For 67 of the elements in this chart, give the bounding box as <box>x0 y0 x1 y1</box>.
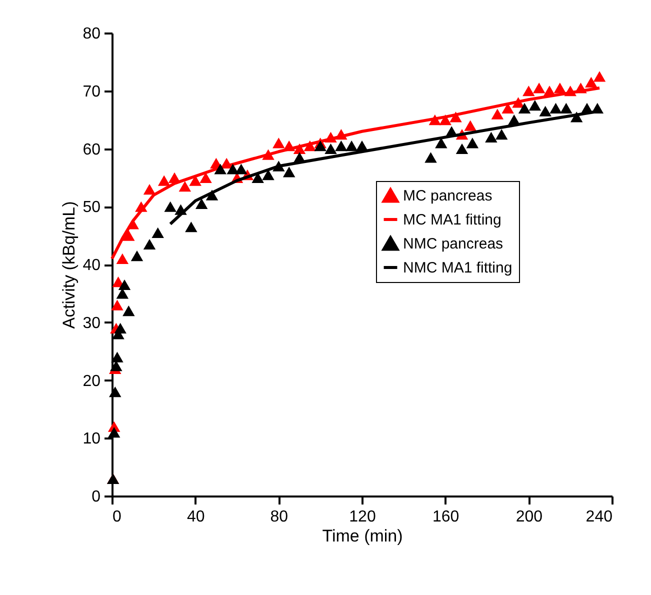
y-tick-label: 70 <box>82 83 101 100</box>
point <box>466 138 479 148</box>
point <box>122 305 135 316</box>
point <box>116 253 129 264</box>
point <box>130 250 144 262</box>
x-tick-label: 40 <box>186 508 205 526</box>
y-tick-label: 20 <box>82 372 101 390</box>
point <box>554 82 566 94</box>
point <box>528 100 542 111</box>
x-tick-label: 160 <box>432 508 460 526</box>
point <box>158 175 170 186</box>
point <box>282 166 296 178</box>
point <box>152 227 164 238</box>
point <box>550 102 562 114</box>
y-tick-label: 40 <box>82 257 101 274</box>
point <box>560 102 572 114</box>
y-tick-label: 10 <box>82 430 101 448</box>
point <box>114 322 126 334</box>
point <box>122 230 135 241</box>
point <box>593 71 606 82</box>
point <box>178 181 192 192</box>
point <box>143 238 156 250</box>
legend-label: MC pancreas <box>403 188 492 204</box>
x-tick-label: 200 <box>516 508 543 526</box>
point <box>108 427 120 438</box>
point <box>200 172 212 183</box>
point <box>532 82 546 94</box>
point <box>324 143 337 154</box>
x-tick-label: 240 <box>586 508 613 526</box>
point <box>464 120 476 131</box>
point <box>143 184 156 195</box>
x-tick-label: 0 <box>112 508 122 526</box>
y-tick-label: 50 <box>82 199 101 216</box>
legend-label: NMC pancreas <box>403 236 504 252</box>
point <box>109 386 122 398</box>
point <box>185 222 198 232</box>
y-tick-label: 0 <box>92 488 101 506</box>
legend-label: MC MA1 fitting <box>403 212 502 228</box>
y-tick-label: 80 <box>82 26 101 42</box>
point <box>456 143 468 154</box>
y-tick-label: 60 <box>82 141 101 158</box>
point <box>491 108 504 120</box>
point <box>435 138 448 148</box>
point <box>518 102 531 114</box>
x-tick-label: 120 <box>349 508 376 526</box>
point <box>272 138 285 148</box>
point <box>195 198 208 210</box>
point <box>235 164 248 174</box>
point <box>522 86 535 96</box>
point <box>485 132 498 142</box>
x-tick-label: 80 <box>270 508 288 526</box>
y-tick-label: 30 <box>82 314 101 332</box>
point <box>424 152 437 163</box>
point <box>164 201 176 212</box>
legend-label: NMC MA1 fitting <box>403 260 512 276</box>
point <box>214 164 226 174</box>
point <box>539 106 552 116</box>
point <box>111 352 124 362</box>
y-axis-title: Activity (kBq/mL) <box>60 201 79 329</box>
point <box>118 279 131 290</box>
point <box>314 140 326 152</box>
point <box>495 128 508 140</box>
point <box>345 140 358 152</box>
point <box>111 300 124 310</box>
point <box>585 76 598 88</box>
x-axis-title: Time (min) <box>322 526 403 546</box>
point <box>335 140 348 152</box>
